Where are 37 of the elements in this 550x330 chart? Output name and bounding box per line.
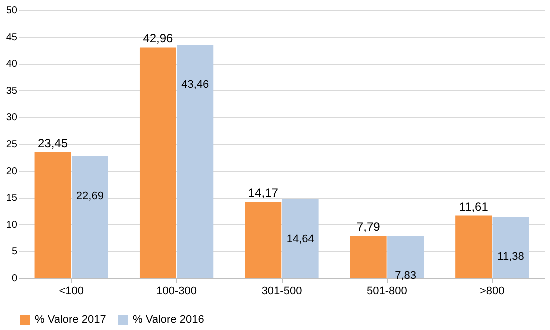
y-tick-label: 5 xyxy=(12,246,18,258)
x-tick-label: 100-300 xyxy=(156,286,197,298)
data-label: 43,46 xyxy=(182,79,210,92)
data-label: 7,79 xyxy=(356,220,381,234)
data-label: 7,83 xyxy=(395,270,417,282)
y-tick-label: 50 xyxy=(6,6,18,16)
y-tick-label: 20 xyxy=(6,166,18,178)
y-tick-label: 15 xyxy=(6,193,18,204)
bar xyxy=(245,202,282,278)
bar xyxy=(177,45,214,278)
x-tick-label: 501-800 xyxy=(367,286,408,298)
y-tick-label: 45 xyxy=(6,32,18,44)
data-label: 42,96 xyxy=(143,32,174,46)
bar xyxy=(350,236,387,278)
bar xyxy=(282,200,319,278)
x-tick-label: <100 xyxy=(59,286,84,298)
y-tick-label: 10 xyxy=(6,220,18,231)
bar xyxy=(492,217,530,278)
x-tick-label: 301-500 xyxy=(262,286,302,298)
legend-label: % Valore 2017 xyxy=(35,314,106,326)
bar xyxy=(140,48,176,278)
data-label: 23,45 xyxy=(38,136,68,150)
y-tick-label: 35 xyxy=(6,86,18,97)
data-label: 22,69 xyxy=(76,190,104,202)
y-tick-label: 0 xyxy=(12,274,18,284)
data-label: 14,17 xyxy=(248,186,279,200)
bar xyxy=(72,156,108,278)
bar xyxy=(34,152,72,278)
y-tick-label: 30 xyxy=(6,112,18,124)
data-label: 14,64 xyxy=(286,234,314,246)
y-tick-label: 40 xyxy=(6,59,18,70)
y-tick-label: 25 xyxy=(6,140,18,150)
data-label: 11,61 xyxy=(459,200,489,214)
legend-label: % Valore 2016 xyxy=(133,314,204,326)
x-tick-label: >800 xyxy=(480,286,505,298)
bar xyxy=(456,216,492,278)
data-label: 11,38 xyxy=(498,251,524,264)
